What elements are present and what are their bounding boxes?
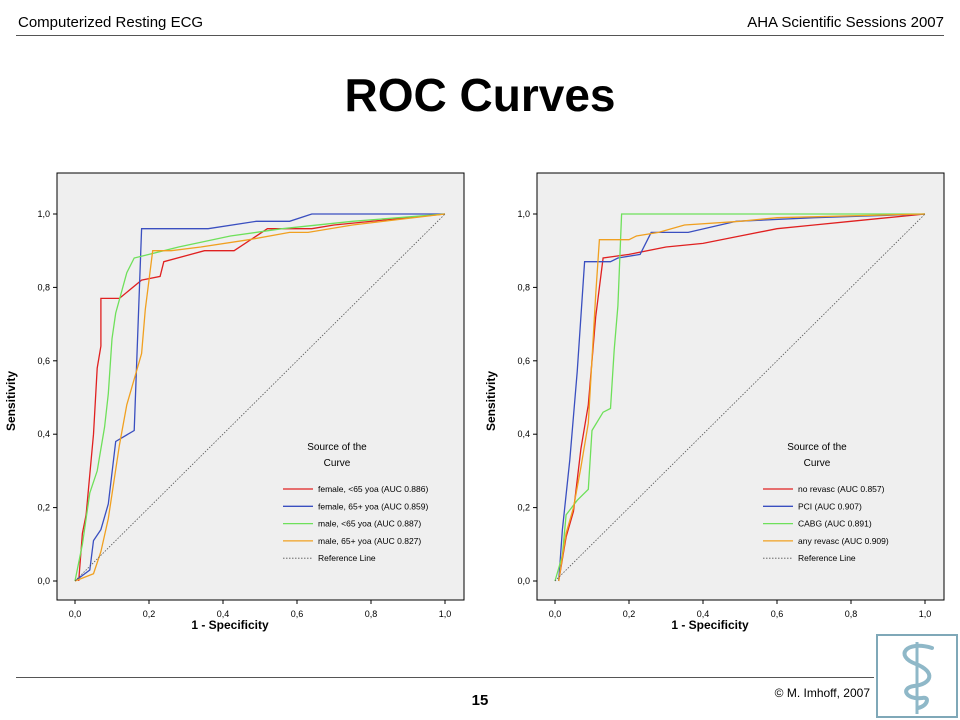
series-line [74,213,446,582]
x-tick-label: 0,4 [697,609,710,619]
legend-label: PCI (AUC 0.907) [798,501,862,511]
y-tick-label: 0,2 [37,503,50,513]
x-tick-label: 0,0 [69,609,82,619]
legend-label: male, <65 yoa (AUC 0.887) [318,519,421,529]
legend-label: any revasc (AUC 0.909) [798,536,889,546]
series-line [558,213,926,582]
legend-title: Curve [804,458,831,469]
footer-divider [16,677,874,678]
legend-label: female, 65+ yoa (AUC 0.859) [318,501,428,511]
y-axis-label: Sensitivity [4,371,18,431]
legend-label: no revasc (AUC 0.857) [798,484,885,494]
roc-chart-right: 0,0 0,2 0,4 0,6 0,8 1,0 0,0 0,2 0,4 0,6 0,8 1,0 1 - … [484,172,945,632]
y-tick-label: 1,0 [37,209,50,219]
plot-area [536,172,945,601]
legend-label: female, <65 yoa (AUC 0.886) [318,484,428,494]
x-tick-label: 0,6 [291,609,304,619]
legend-title: Source of the [307,442,367,453]
page-number: 15 [471,692,489,709]
x-axis-label: 1 - Specificity [191,618,269,632]
legend-title: Source of the [787,442,847,453]
x-tick-label: 0,6 [771,609,784,619]
y-tick-label: 1,0 [517,209,530,219]
y-tick-label: 0,2 [517,503,530,513]
y-tick-label: 0,4 [37,429,50,439]
series-line [74,213,445,582]
series-line [74,213,446,582]
y-tick-label: 0,0 [37,576,50,586]
header-right-title: AHA Scientific Sessions 2007 [747,14,944,31]
legend-label: male, 65+ yoa (AUC 0.827) [318,536,421,546]
legend-label: Reference Line [798,553,856,563]
x-tick-label: 1,0 [439,609,452,619]
legend-label: Reference Line [318,553,376,563]
x-tick-label: 0,4 [217,609,230,619]
x-tick-label: 0,2 [143,609,156,619]
series-line [554,213,925,582]
legend-label: CABG (AUC 0.891) [798,519,872,529]
roc-chart-left: 0,0 0,2 0,4 0,6 0,8 1,0 0,0 0,2 0,4 0,6 0,8 1,0 1 - … [4,172,465,632]
y-tick-label: 0,8 [37,282,50,292]
plot-area [56,172,465,601]
slide-title: ROC Curves [344,69,616,121]
series-line [558,213,926,582]
y-tick-label: 0,4 [517,429,530,439]
y-tick-label: 0,8 [517,282,530,292]
x-axis-label: 1 - Specificity [671,618,749,632]
y-axis-label: Sensitivity [484,371,498,431]
x-tick-label: 1,0 [919,609,932,619]
header-left-title: Computerized Resting ECG [18,14,204,31]
legend-title: Curve [324,458,351,469]
header-divider [16,35,944,36]
caduceus-logo-icon [876,634,958,718]
y-tick-label: 0,0 [517,576,530,586]
x-tick-label: 0,8 [845,609,858,619]
copyright: © M. Imhoff, 2007 [774,686,870,700]
y-tick-label: 0,6 [517,356,530,366]
x-tick-label: 0,8 [365,609,378,619]
x-tick-label: 0,0 [549,609,562,619]
x-tick-label: 0,2 [623,609,636,619]
y-tick-label: 0,6 [37,356,50,366]
